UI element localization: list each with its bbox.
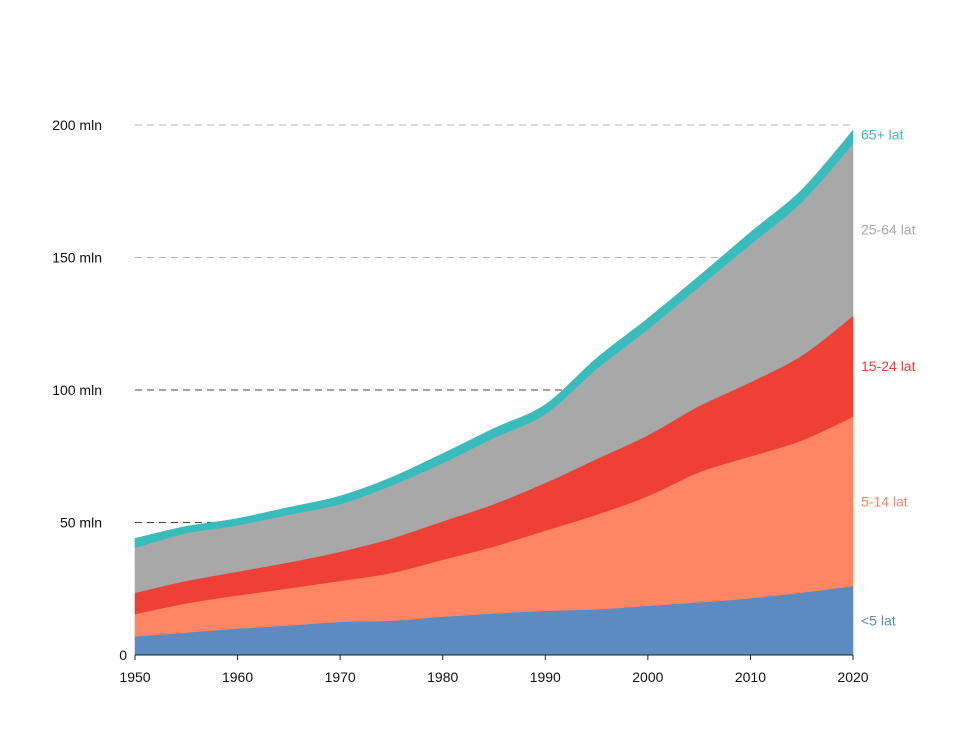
- x-tick-label: 1950: [119, 669, 150, 685]
- series-label: <5 lat: [861, 613, 896, 629]
- x-tick-label: 2010: [735, 669, 766, 685]
- x-tick-labels: 1950 1960 1970 1980 1990 2000 2010 2020: [119, 655, 869, 685]
- series-label: 25-64 lat: [861, 222, 916, 238]
- series-label: 65+ lat: [861, 126, 904, 142]
- area-layers: [134, 129, 854, 656]
- series-labels: <5 lat 5-14 lat 15-24 lat 25-64 lat 65+ lat: [861, 126, 916, 628]
- series-label: 5-14 lat: [861, 493, 908, 509]
- x-tick-label: 1970: [325, 669, 356, 685]
- y-tick-label: 150 mln: [52, 250, 102, 266]
- x-tick-label: 2000: [632, 669, 663, 685]
- x-tick-label: 1960: [222, 669, 253, 685]
- y-tick-label: 100 mln: [52, 382, 102, 398]
- area-4: [134, 129, 854, 549]
- x-tick-label: 2020: [837, 669, 868, 685]
- y-tick-labels: 0 50 mln 100 mln 150 mln 200 mln: [52, 117, 127, 663]
- y-tick-label: 200 mln: [52, 117, 102, 133]
- y-tick-label: 50 mln: [60, 515, 102, 531]
- y-tick-label: 0: [119, 647, 127, 663]
- x-tick-label: 1980: [427, 669, 458, 685]
- series-label: 15-24 lat: [861, 358, 916, 374]
- x-tick-label: 1990: [530, 669, 561, 685]
